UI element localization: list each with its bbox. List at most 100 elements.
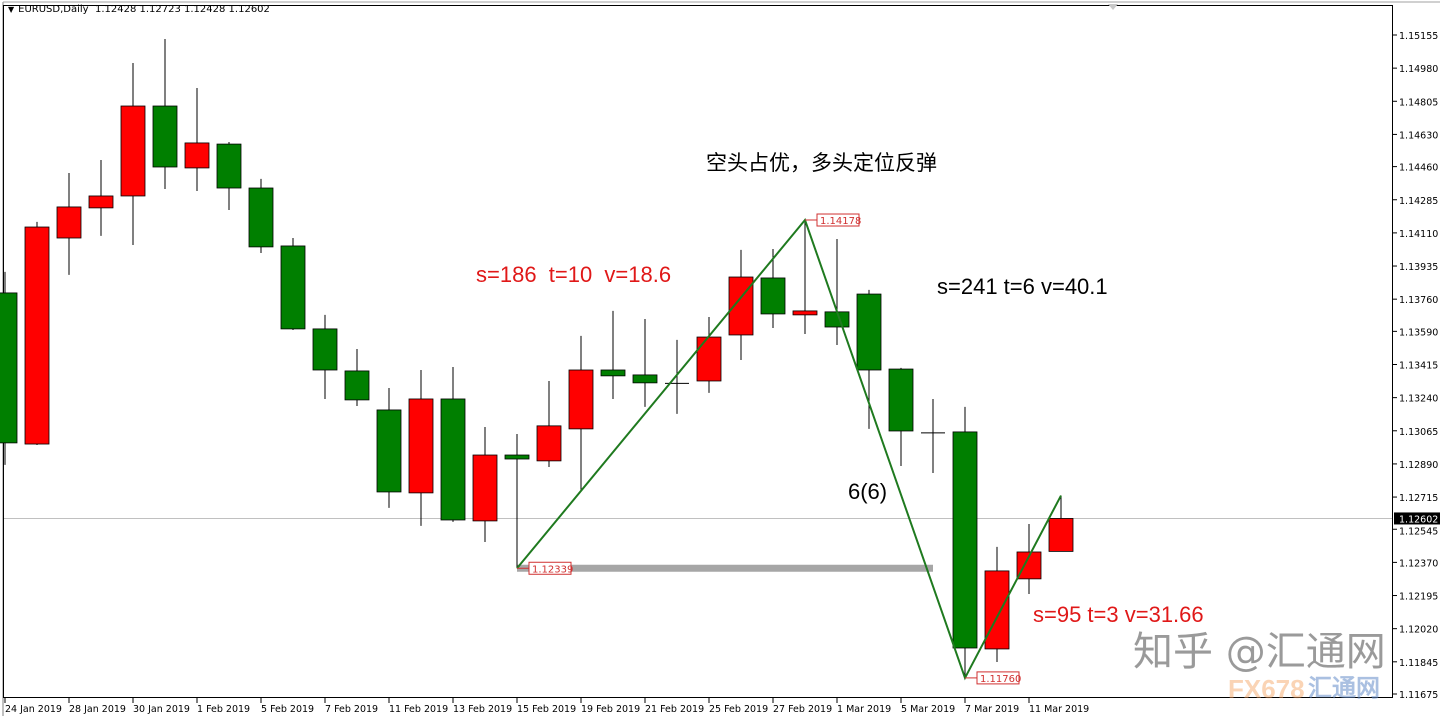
- candle-body: [56, 206, 82, 239]
- x-tick-label: 1 Mar 2019: [837, 704, 891, 715]
- chart-header: ▼ EURUSD,Daily 1.12428 1.12723 1.12428 1.…: [8, 4, 270, 15]
- candle-body: [568, 369, 594, 430]
- candle-body: [472, 454, 498, 522]
- candle-body: [952, 431, 978, 649]
- candle: [472, 426, 498, 542]
- scroll-shift-marker-icon[interactable]: [1108, 4, 1118, 10]
- candle-body: [632, 374, 658, 384]
- x-tick-label: 11 Mar 2019: [1029, 704, 1089, 715]
- candle-body: [376, 409, 402, 493]
- candle: [952, 406, 978, 678]
- candle: [120, 63, 146, 246]
- candle-body: [184, 142, 210, 169]
- candle: [984, 546, 1010, 662]
- y-tick-label: 1.12195: [1399, 592, 1438, 603]
- y-tick-label: 1.14805: [1399, 97, 1438, 108]
- candle-body: [792, 310, 818, 316]
- y-tick-label: 1.13240: [1399, 394, 1438, 405]
- x-tick-label: 30 Jan 2019: [133, 704, 190, 715]
- zigzag-line: [516, 218, 1062, 681]
- candle-body: [120, 105, 146, 197]
- candle-body: [600, 369, 626, 377]
- current-price-label: 1.12602: [1399, 514, 1438, 525]
- watermark-text: 知乎 @汇通网: [1133, 629, 1386, 675]
- y-tick-label: 1.13935: [1399, 262, 1438, 273]
- candle-body: [152, 105, 178, 168]
- candle-body: [760, 277, 786, 315]
- candle: [792, 220, 818, 335]
- candle: [88, 159, 114, 236]
- y-tick-label: 1.13590: [1399, 327, 1438, 338]
- candle-body: [984, 570, 1010, 650]
- price-label-box: [976, 671, 1020, 685]
- candle-body: [888, 368, 914, 432]
- leg1-annotation: s=186 t=10 v=18.6: [476, 262, 672, 287]
- candle-body: [440, 398, 466, 521]
- candle: [632, 319, 658, 407]
- price-label: 1.12339: [532, 564, 573, 575]
- candle: [24, 221, 50, 445]
- x-tick-label: 5 Feb 2019: [261, 704, 314, 715]
- candle: [0, 271, 18, 465]
- candle: [408, 369, 434, 526]
- x-tick-label: 28 Jan 2019: [69, 704, 126, 715]
- candle-body: [0, 292, 18, 444]
- price-label-box: [528, 561, 572, 575]
- headline-annotation: 空头占优，多头定位反弹: [706, 151, 937, 175]
- watermark-logo-cn: 汇通网: [1308, 674, 1380, 702]
- y-tick-label: 1.14460: [1399, 163, 1438, 174]
- candle: [312, 314, 338, 399]
- y-tick-label: 1.13065: [1399, 427, 1438, 438]
- y-tick-label: 1.14980: [1399, 64, 1438, 75]
- candle: [56, 173, 82, 275]
- y-tick-label: 1.14285: [1399, 196, 1438, 207]
- price-label-box: [816, 213, 860, 227]
- candle-body: [280, 245, 306, 330]
- candle: [184, 88, 210, 192]
- leg3-annotation: s=95 t=3 v=31.66: [1033, 602, 1204, 627]
- candle: [824, 238, 850, 345]
- candle: [1048, 495, 1074, 552]
- price-label: 1.14178: [820, 216, 861, 227]
- dropdown-triangle-icon[interactable]: ▼: [8, 5, 15, 14]
- y-tick-label: 1.13415: [1399, 361, 1438, 372]
- y-tick-label: 1.12545: [1399, 526, 1438, 537]
- y-tick-label: 1.12370: [1399, 558, 1438, 569]
- wave-count-annotation: 6(6): [848, 479, 888, 504]
- leg2-annotation: s=241 t=6 v=40.1: [937, 274, 1108, 299]
- candle-body: [216, 143, 242, 189]
- y-tick-label: 1.15155: [1399, 31, 1438, 42]
- candle-body: [536, 425, 562, 462]
- candle-body: [248, 187, 274, 248]
- x-tick-label: 7 Mar 2019: [965, 704, 1019, 715]
- candle-body: [856, 293, 882, 371]
- watermark-logo: FX678: [1228, 674, 1305, 704]
- candle: [376, 387, 402, 508]
- current-price-tag: [1394, 512, 1440, 525]
- candle: [152, 38, 178, 189]
- y-tick-label: 1.12890: [1399, 460, 1438, 471]
- y-tick-label: 1.13760: [1399, 295, 1438, 306]
- candle-body: [408, 398, 434, 494]
- candle-body: [504, 454, 530, 460]
- price-label: 1.11760: [980, 674, 1021, 685]
- candle: [888, 367, 914, 467]
- x-tick-label: 1 Feb 2019: [197, 704, 250, 715]
- candle-body: [24, 226, 50, 445]
- x-tick-label: 19 Feb 2019: [581, 704, 640, 715]
- candle: [760, 248, 786, 328]
- x-tick-label: 24 Jan 2019: [5, 704, 62, 715]
- x-tick-label: 13 Feb 2019: [453, 704, 512, 715]
- candle: [536, 380, 562, 467]
- y-tick-label: 1.11675: [1399, 690, 1438, 701]
- candle-body: [1048, 518, 1074, 552]
- candle: [440, 366, 466, 522]
- candle: [600, 310, 626, 399]
- candle: [280, 238, 306, 331]
- candle-body: [696, 336, 722, 382]
- y-tick-label: 1.11845: [1399, 658, 1438, 669]
- candle: [504, 433, 530, 569]
- y-tick-label: 1.14630: [1399, 130, 1438, 141]
- x-tick-label: 7 Feb 2019: [325, 704, 378, 715]
